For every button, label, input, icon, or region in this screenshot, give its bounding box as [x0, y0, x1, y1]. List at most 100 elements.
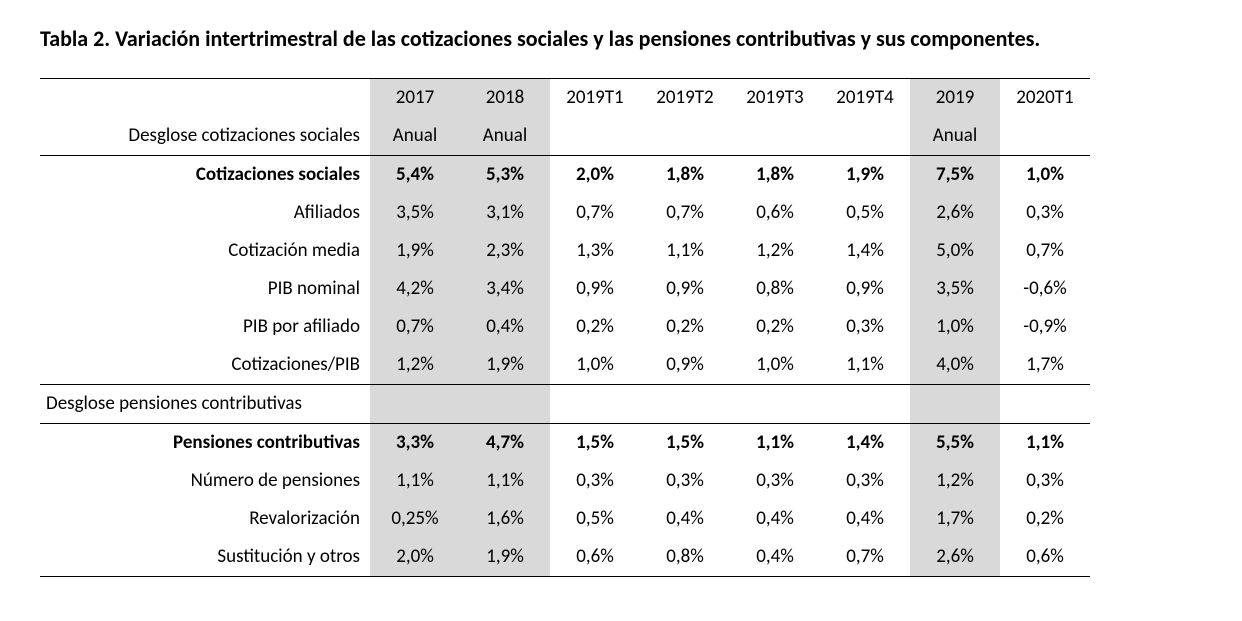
- section-heading: Desglose cotizaciones sociales: [40, 117, 370, 156]
- cell: [910, 384, 1000, 423]
- cell: 4,2%: [370, 270, 460, 308]
- header-row-periods: 2017 2018 2019T1 2019T2 2019T3 2019T4 20…: [40, 78, 1090, 117]
- cell: 1,2%: [730, 232, 820, 270]
- cell: -0,6%: [1000, 270, 1090, 308]
- cell: 0,7%: [820, 538, 910, 577]
- cell: 1,4%: [820, 232, 910, 270]
- cell: 1,9%: [370, 232, 460, 270]
- cell: 0,7%: [1000, 232, 1090, 270]
- cell: 3,4%: [460, 270, 550, 308]
- cell: [820, 384, 910, 423]
- table-row: Pensiones contributivas 3,3% 4,7% 1,5% 1…: [40, 423, 1090, 462]
- table-row: Número de pensiones 1,1% 1,1% 0,3% 0,3% …: [40, 462, 1090, 500]
- cell: 0,5%: [820, 194, 910, 232]
- cell: 0,5%: [550, 500, 640, 538]
- cell: 1,1%: [640, 232, 730, 270]
- cell: [1000, 384, 1090, 423]
- cell: 2,6%: [910, 538, 1000, 577]
- row-label: Cotizaciones sociales: [40, 155, 370, 194]
- cell: 1,8%: [730, 155, 820, 194]
- cell: 1,6%: [460, 500, 550, 538]
- col-header: 2019T4: [820, 78, 910, 117]
- cell: 1,1%: [730, 423, 820, 462]
- section-heading-row: Desglose pensiones contributivas: [40, 384, 1090, 423]
- col-header: 2020T1: [1000, 78, 1090, 117]
- row-label: Cotizaciones/PIB: [40, 346, 370, 385]
- cell: 3,3%: [370, 423, 460, 462]
- cell: 0,7%: [640, 194, 730, 232]
- header-row-sublabels: Desglose cotizaciones sociales Anual Anu…: [40, 117, 1090, 156]
- cell: 1,7%: [910, 500, 1000, 538]
- cell: [550, 384, 640, 423]
- col-header: 2019T2: [640, 78, 730, 117]
- col-sublabel: Anual: [370, 117, 460, 156]
- cell: 3,1%: [460, 194, 550, 232]
- cell: 1,5%: [550, 423, 640, 462]
- col-header: 2018: [460, 78, 550, 117]
- cell: 5,5%: [910, 423, 1000, 462]
- cell: 0,7%: [370, 308, 460, 346]
- cell: 0,3%: [640, 462, 730, 500]
- cell: [460, 384, 550, 423]
- cell: 0,25%: [370, 500, 460, 538]
- col-sublabel: Anual: [910, 117, 1000, 156]
- table-title: Tabla 2. Variación intertrimestral de la…: [40, 24, 1140, 54]
- cell: 7,5%: [910, 155, 1000, 194]
- col-header: 2019T1: [550, 78, 640, 117]
- cell: 0,6%: [730, 194, 820, 232]
- cell: 1,5%: [640, 423, 730, 462]
- cell: 0,9%: [820, 270, 910, 308]
- table-row: PIB por afiliado 0,7% 0,4% 0,2% 0,2% 0,2…: [40, 308, 1090, 346]
- cell: 1,1%: [460, 462, 550, 500]
- table-row: Revalorización 0,25% 1,6% 0,5% 0,4% 0,4%…: [40, 500, 1090, 538]
- cell: 0,3%: [820, 308, 910, 346]
- cell: -0,9%: [1000, 308, 1090, 346]
- cell: 0,6%: [1000, 538, 1090, 577]
- cell: 0,4%: [640, 500, 730, 538]
- col-header: 2017: [370, 78, 460, 117]
- cell: 0,4%: [730, 538, 820, 577]
- table-row: PIB nominal 4,2% 3,4% 0,9% 0,9% 0,8% 0,9…: [40, 270, 1090, 308]
- cell: 1,1%: [1000, 423, 1090, 462]
- table-row: Cotizaciones sociales 5,4% 5,3% 2,0% 1,8…: [40, 155, 1090, 194]
- cell: 1,9%: [460, 346, 550, 385]
- cell: 4,7%: [460, 423, 550, 462]
- row-label: Número de pensiones: [40, 462, 370, 500]
- cell: 0,4%: [730, 500, 820, 538]
- cell: 0,3%: [1000, 462, 1090, 500]
- cell: 4,0%: [910, 346, 1000, 385]
- cell: 1,9%: [820, 155, 910, 194]
- row-label: Afiliados: [40, 194, 370, 232]
- section-heading: Desglose pensiones contributivas: [40, 384, 370, 423]
- cell: 1,0%: [1000, 155, 1090, 194]
- cell: 0,4%: [460, 308, 550, 346]
- row-label: Revalorización: [40, 500, 370, 538]
- cell: 0,3%: [730, 462, 820, 500]
- row-label: PIB por afiliado: [40, 308, 370, 346]
- cell: [370, 384, 460, 423]
- cell: 2,0%: [550, 155, 640, 194]
- cell: 1,2%: [370, 346, 460, 385]
- table-row: Cotización media 1,9% 2,3% 1,3% 1,1% 1,2…: [40, 232, 1090, 270]
- cell: 5,3%: [460, 155, 550, 194]
- cell: [640, 384, 730, 423]
- col-sublabel: [820, 117, 910, 156]
- row-label: Pensiones contributivas: [40, 423, 370, 462]
- cell: 0,6%: [550, 538, 640, 577]
- cell: 1,8%: [640, 155, 730, 194]
- cell: 0,3%: [550, 462, 640, 500]
- cell: 1,0%: [550, 346, 640, 385]
- cell: 2,6%: [910, 194, 1000, 232]
- col-sublabel: Anual: [460, 117, 550, 156]
- cell: 0,9%: [550, 270, 640, 308]
- col-sublabel: [1000, 117, 1090, 156]
- cell: 0,3%: [820, 462, 910, 500]
- cell: 1,7%: [1000, 346, 1090, 385]
- cell: 0,2%: [1000, 500, 1090, 538]
- cell: 0,3%: [1000, 194, 1090, 232]
- col-header: 2019T3: [730, 78, 820, 117]
- cell: 1,2%: [910, 462, 1000, 500]
- col-sublabel: [550, 117, 640, 156]
- cell: 0,2%: [550, 308, 640, 346]
- cell: 0,2%: [640, 308, 730, 346]
